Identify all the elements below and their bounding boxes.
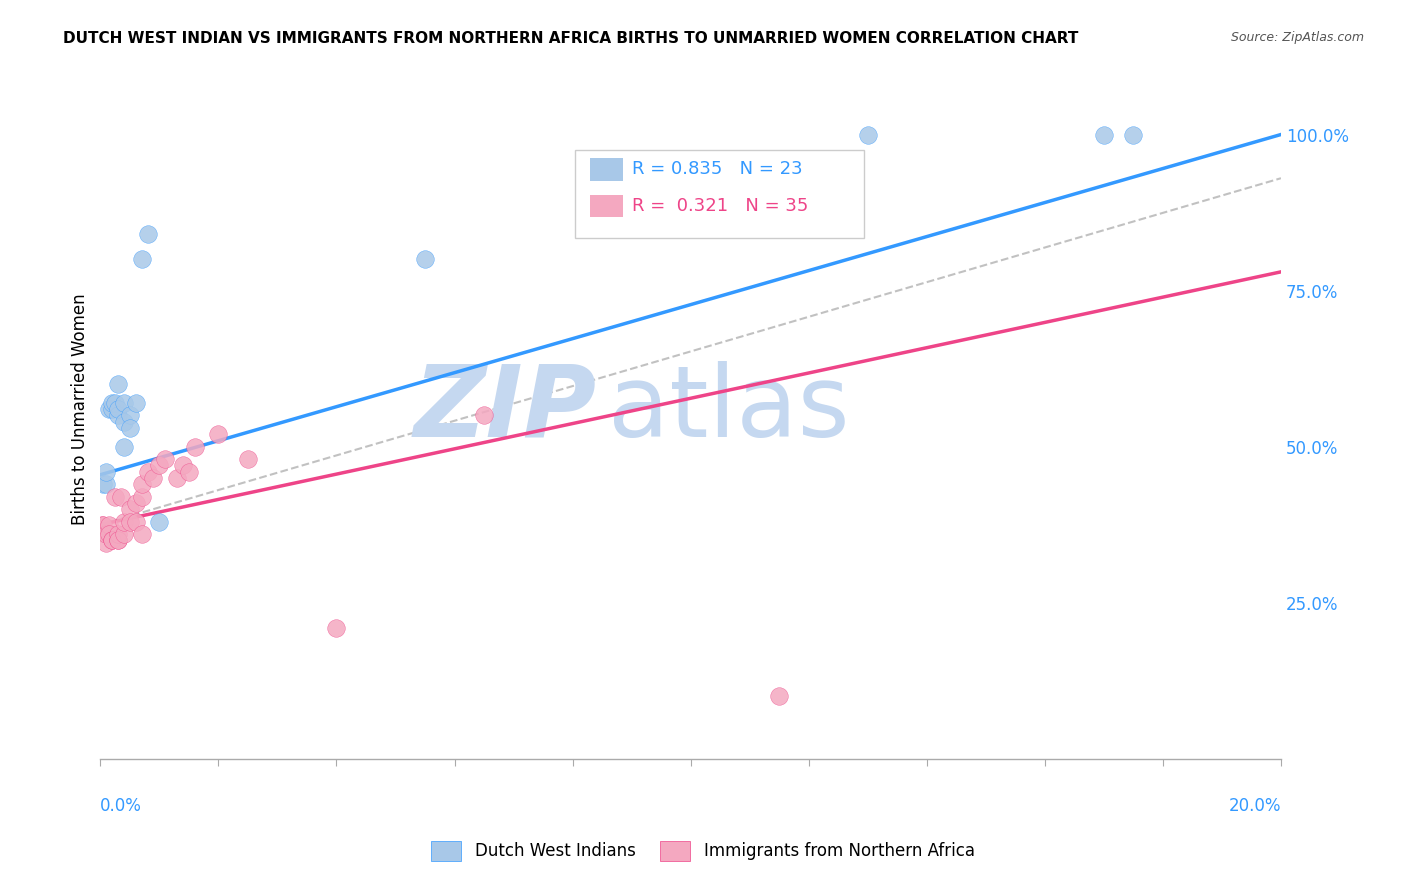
- Point: [112, 415, 135, 429]
- Point: [142, 471, 165, 485]
- Point: [101, 533, 124, 548]
- Point: [107, 527, 129, 541]
- Point: [118, 515, 141, 529]
- Point: [136, 465, 159, 479]
- Point: [91, 477, 114, 491]
- Y-axis label: Births to Unmarried Women: Births to Unmarried Women: [72, 293, 89, 525]
- Point: [155, 452, 177, 467]
- Legend: Dutch West Indians, Immigrants from Northern Africa: Dutch West Indians, Immigrants from Nort…: [425, 834, 981, 868]
- Text: atlas: atlas: [607, 360, 849, 458]
- Point: [107, 409, 129, 423]
- Point: [96, 477, 118, 491]
- Point: [101, 396, 124, 410]
- Point: [104, 490, 127, 504]
- Point: [98, 517, 121, 532]
- Point: [104, 396, 127, 410]
- Point: [91, 517, 114, 532]
- Point: [107, 402, 129, 417]
- Point: [413, 252, 436, 267]
- Point: [98, 402, 121, 417]
- Point: [98, 527, 121, 541]
- Text: R = 0.835   N = 23: R = 0.835 N = 23: [631, 161, 803, 178]
- Point: [472, 409, 495, 423]
- Point: [96, 527, 118, 541]
- Text: Source: ZipAtlas.com: Source: ZipAtlas.com: [1230, 31, 1364, 45]
- Point: [207, 427, 229, 442]
- Point: [148, 458, 170, 473]
- Point: [184, 440, 207, 454]
- Point: [1122, 128, 1144, 142]
- Point: [131, 490, 153, 504]
- Point: [96, 536, 118, 550]
- FancyBboxPatch shape: [575, 151, 865, 238]
- Point: [118, 409, 141, 423]
- FancyBboxPatch shape: [591, 194, 623, 217]
- Point: [107, 533, 129, 548]
- Point: [172, 458, 194, 473]
- Point: [112, 396, 135, 410]
- Point: [1092, 128, 1115, 142]
- Point: [112, 527, 135, 541]
- Point: [112, 515, 135, 529]
- Point: [101, 533, 124, 548]
- Text: ZIP: ZIP: [413, 360, 596, 458]
- Point: [125, 396, 148, 410]
- Point: [768, 690, 790, 704]
- Point: [107, 377, 129, 392]
- Point: [118, 502, 141, 516]
- Point: [107, 533, 129, 548]
- Point: [125, 496, 148, 510]
- Point: [131, 252, 153, 267]
- Point: [101, 402, 124, 417]
- Point: [110, 490, 132, 504]
- Point: [166, 471, 188, 485]
- Point: [325, 621, 347, 635]
- Text: 20.0%: 20.0%: [1229, 797, 1281, 815]
- Text: 0.0%: 0.0%: [100, 797, 142, 815]
- Point: [96, 465, 118, 479]
- Point: [131, 527, 153, 541]
- FancyBboxPatch shape: [591, 158, 623, 180]
- Point: [136, 227, 159, 242]
- Point: [112, 440, 135, 454]
- Point: [125, 515, 148, 529]
- Point: [91, 517, 114, 532]
- Point: [856, 128, 879, 142]
- Point: [131, 477, 153, 491]
- Text: R =  0.321   N = 35: R = 0.321 N = 35: [631, 197, 808, 216]
- Point: [118, 421, 141, 435]
- Point: [236, 452, 259, 467]
- Point: [177, 465, 200, 479]
- Point: [148, 515, 170, 529]
- Text: DUTCH WEST INDIAN VS IMMIGRANTS FROM NORTHERN AFRICA BIRTHS TO UNMARRIED WOMEN C: DUTCH WEST INDIAN VS IMMIGRANTS FROM NOR…: [63, 31, 1078, 46]
